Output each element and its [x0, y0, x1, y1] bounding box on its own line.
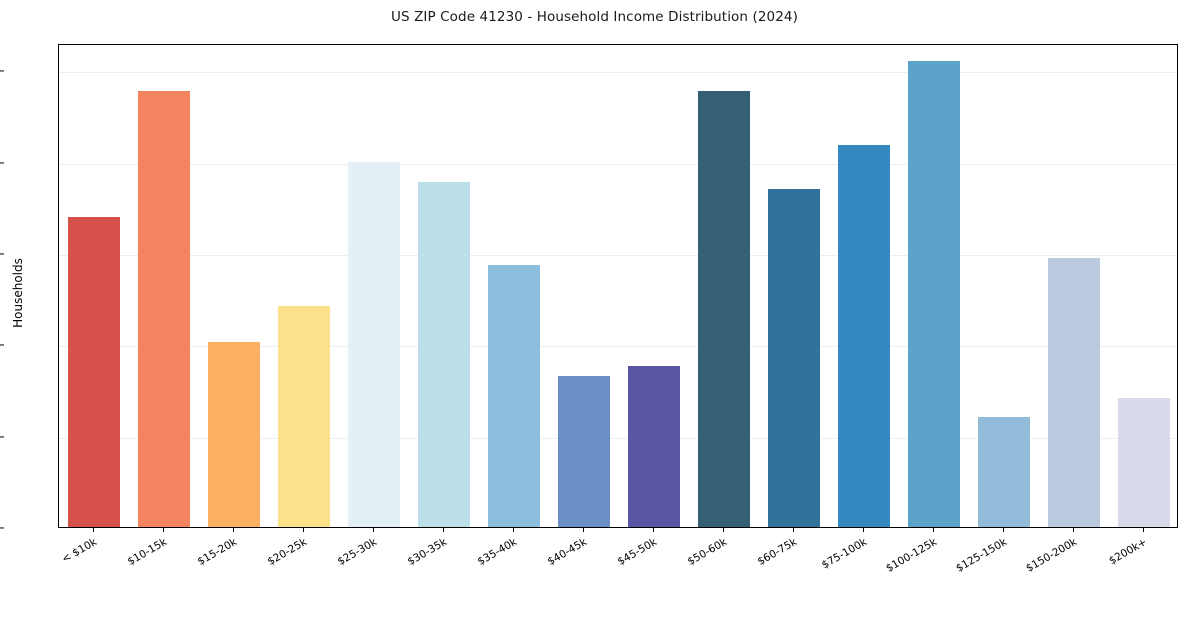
y-tick-mark — [0, 436, 4, 438]
bar[interactable] — [68, 217, 120, 527]
x-tick-mark — [233, 528, 235, 532]
x-tick-mark — [723, 528, 725, 532]
x-tick-label: $25-30k — [335, 536, 379, 569]
bar[interactable] — [698, 90, 750, 527]
x-tick-label: $10-15k — [125, 536, 169, 569]
bar[interactable] — [208, 341, 260, 527]
y-tick-mark — [0, 527, 4, 529]
bars-layer — [59, 45, 1177, 527]
x-tick-label: $15-20k — [195, 536, 239, 569]
x-tick-mark — [583, 528, 585, 532]
plot-area — [58, 44, 1178, 528]
bar[interactable] — [628, 366, 680, 527]
y-tick-mark — [0, 253, 4, 255]
x-tick-mark — [1003, 528, 1005, 532]
x-tick-label: $75-100k — [819, 536, 869, 572]
y-tick-mark — [0, 70, 4, 72]
x-tick-mark — [933, 528, 935, 532]
bar[interactable] — [558, 376, 610, 527]
gridline — [59, 72, 1177, 74]
bar[interactable] — [768, 189, 820, 527]
x-tick-label: $50-60k — [685, 536, 729, 569]
x-tick-mark — [163, 528, 165, 532]
chart-figure: US ZIP Code 41230 - Household Income Dis… — [0, 0, 1178, 590]
bar[interactable] — [1048, 257, 1100, 527]
x-tick-label: $35-40k — [475, 536, 519, 569]
x-tick-label: $125-150k — [953, 536, 1009, 575]
x-tick-mark — [513, 528, 515, 532]
x-tick-label: $60-75k — [755, 536, 799, 569]
x-tick-mark — [793, 528, 795, 532]
bar[interactable] — [348, 161, 400, 527]
x-tick-label: $20-25k — [265, 536, 309, 569]
x-tick-mark — [1143, 528, 1145, 532]
y-axis: Households 0100200300400500 — [0, 0, 58, 590]
x-tick-mark — [93, 528, 95, 532]
x-tick-mark — [653, 528, 655, 532]
bar[interactable] — [278, 306, 330, 527]
x-tick-label: $200k+ — [1106, 536, 1149, 568]
bar[interactable] — [838, 145, 890, 527]
bar[interactable] — [138, 91, 190, 527]
y-tick-mark — [0, 162, 4, 164]
bar[interactable] — [418, 181, 470, 527]
x-tick-label: $40-45k — [545, 536, 589, 569]
gridline — [59, 255, 1177, 257]
y-tick-mark — [0, 344, 4, 346]
x-tick-mark — [303, 528, 305, 532]
bar[interactable] — [978, 416, 1030, 527]
bar[interactable] — [488, 264, 540, 527]
x-tick-mark — [443, 528, 445, 532]
x-tick-mark — [373, 528, 375, 532]
chart-title: US ZIP Code 41230 - Household Income Dis… — [391, 9, 798, 25]
gridline — [59, 346, 1177, 348]
gridline — [59, 163, 1177, 165]
gridline — [59, 437, 1177, 439]
x-tick-label: $45-50k — [615, 536, 659, 569]
x-tick-mark — [1073, 528, 1075, 532]
x-tick-label: $100-125k — [883, 536, 939, 575]
gridlines — [59, 45, 1177, 527]
bar[interactable] — [1118, 398, 1170, 527]
x-tick-label: $30-35k — [405, 536, 449, 569]
bar[interactable] — [908, 61, 960, 527]
x-tick-label: $150-200k — [1023, 536, 1079, 575]
x-axis: < $10k $10-15k $15-20k $20-25k $25-30k $30-35… — [60, 528, 1149, 575]
x-tick-mark — [863, 528, 865, 532]
